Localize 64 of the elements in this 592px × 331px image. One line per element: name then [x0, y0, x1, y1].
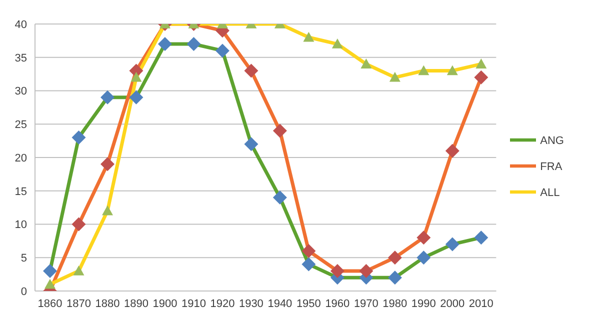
point	[416, 250, 431, 265]
point	[72, 217, 86, 232]
x-tick-label: 1890	[124, 298, 148, 310]
point	[416, 230, 431, 245]
point	[244, 64, 258, 78]
point	[100, 90, 114, 104]
x-tick-label: 1900	[152, 298, 178, 310]
point	[388, 270, 402, 285]
point	[244, 137, 258, 152]
x-tick-label: 1860	[38, 298, 62, 310]
point	[446, 65, 458, 76]
point	[388, 250, 402, 265]
point	[445, 237, 460, 252]
x-tick-label: 1980	[382, 298, 408, 310]
point	[130, 72, 142, 82]
x-tick-label: 1970	[354, 298, 378, 310]
point	[158, 37, 172, 52]
y-tick-label: 25	[14, 119, 27, 132]
y-tick-label: 0	[20, 286, 27, 298]
point	[474, 70, 488, 84]
point	[43, 264, 57, 278]
x-tick-label: 1880	[95, 298, 120, 310]
point	[389, 72, 400, 82]
y-tick-label: 30	[14, 86, 27, 98]
point	[476, 58, 487, 68]
legend-label: FRA	[540, 160, 562, 173]
point	[72, 130, 86, 144]
x-tick-label: 1870	[66, 298, 91, 310]
x-tick-label: 1960	[325, 298, 350, 310]
x-tick-label: 2010	[468, 298, 494, 310]
point	[102, 205, 113, 216]
y-tick-label: 10	[14, 219, 27, 232]
point	[360, 58, 372, 68]
x-tick-label: 2000	[440, 298, 465, 310]
legend-label: ALL	[540, 186, 560, 199]
point	[272, 124, 287, 138]
point	[474, 230, 488, 245]
x-tick-label: 1910	[181, 298, 206, 310]
point	[303, 32, 314, 42]
y-tick-label: 40	[14, 18, 27, 31]
legend-label: ANG	[540, 134, 564, 147]
point	[330, 264, 344, 278]
point	[359, 264, 374, 278]
point	[186, 37, 201, 52]
y-tick-label: 20	[14, 152, 27, 164]
point	[100, 157, 114, 172]
x-tick-label: 1920	[210, 298, 235, 310]
x-tick-label: 1940	[268, 298, 292, 310]
x-tick-label: 1930	[238, 298, 264, 310]
y-tick-label: 35	[14, 52, 27, 64]
point	[44, 278, 56, 289]
point	[332, 38, 343, 48]
x-tick-label: 1990	[411, 298, 436, 310]
point	[129, 90, 144, 104]
point	[445, 144, 460, 158]
point	[302, 244, 316, 258]
point	[73, 265, 84, 276]
point	[272, 190, 287, 205]
point	[215, 44, 230, 58]
y-tick-label: 5	[20, 252, 27, 265]
y-tick-label: 15	[14, 186, 27, 198]
point	[418, 65, 430, 76]
point	[302, 257, 316, 272]
x-tick-label: 1950	[296, 298, 321, 310]
